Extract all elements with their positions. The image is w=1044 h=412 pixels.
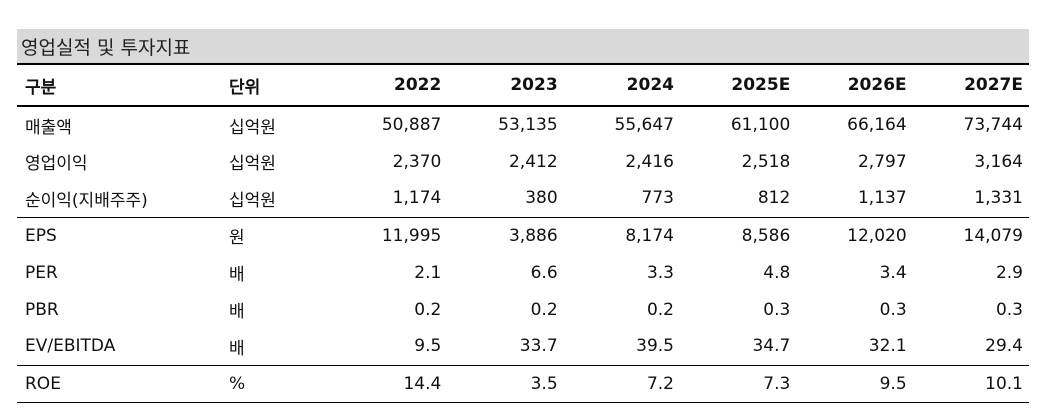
table-row: ROE % 14.4 3.5 7.2 7.3 9.5 10.1 xyxy=(17,365,1029,403)
table-cell: 10.1 xyxy=(912,365,1029,403)
table-row: EV/EBITDA 배 9.5 33.7 39.5 34.7 32.1 29.4 xyxy=(17,328,1029,366)
row-unit: 십억원 xyxy=(221,180,331,218)
column-header: 2022 xyxy=(331,63,448,107)
table-row: EPS 원 11,995 3,886 8,174 8,586 12,020 14… xyxy=(17,217,1029,254)
table-cell: 3.4 xyxy=(879,262,907,283)
table-cell: 2.9 xyxy=(995,262,1023,283)
row-label: PER xyxy=(25,262,58,283)
table-cell: 0.3 xyxy=(879,299,907,320)
table-cell: 380 xyxy=(447,180,564,218)
table-cell: 50,887 xyxy=(381,115,442,135)
table-cell: 0.2 xyxy=(530,299,558,320)
table-cell: 33.7 xyxy=(447,328,564,366)
column-header: 2026E xyxy=(796,63,913,107)
row-unit: 배 xyxy=(221,328,331,366)
header-row: 구분 단위 2022 2023 2024 2025E 2026E 2027E xyxy=(17,63,1029,107)
investment-indicators-panel: 영업실적 및 투자지표 구분 단위 2022 2023 2024 2025E 2… xyxy=(17,29,1029,403)
table-cell: 55,647 xyxy=(614,115,674,135)
table-row: 순이익(지배주주) 십억원 1,174 380 773 812 1,137 1,… xyxy=(17,180,1029,218)
column-header: 2027E xyxy=(912,63,1029,107)
table-cell: 29.4 xyxy=(912,328,1029,366)
table-cell: 61,100 xyxy=(730,115,791,135)
table-cell: 2,412 xyxy=(508,151,558,172)
table-cell: 7.3 xyxy=(679,365,797,403)
column-header: 2025E xyxy=(679,63,797,107)
row-unit: 원 xyxy=(229,228,245,249)
table-cell: 3.5 xyxy=(447,365,564,403)
table-cell: 1,174 xyxy=(331,180,448,218)
table-cell: 39.5 xyxy=(563,328,680,366)
table-cell: 34.7 xyxy=(679,328,797,366)
table-cell: 6.6 xyxy=(530,262,558,283)
table-cell: 3,164 xyxy=(974,151,1023,172)
table-row: 영업이익 십억원 2,370 2,412 2,416 2,518 2,797 3… xyxy=(17,143,1029,180)
table-cell: 4.8 xyxy=(763,262,791,283)
table-cell: 0.3 xyxy=(995,299,1023,320)
row-unit: 배 xyxy=(229,302,245,322)
table-row: PBR 배 0.2 0.2 0.2 0.3 0.3 0.3 xyxy=(17,291,1029,328)
row-label: ROE xyxy=(17,365,221,403)
table-cell: 9.5 xyxy=(796,365,913,403)
table-cell: 14,079 xyxy=(963,225,1023,246)
table-cell: 2,416 xyxy=(625,151,674,172)
row-label: EPS xyxy=(25,225,57,246)
table-cell: 7.2 xyxy=(563,365,680,403)
table-cell: 0.2 xyxy=(646,299,674,320)
table-title: 영업실적 및 투자지표 xyxy=(17,29,1029,63)
table-cell: 1,137 xyxy=(796,180,913,218)
row-label: 영업이익 xyxy=(25,154,88,174)
table-cell: 773 xyxy=(563,180,680,218)
table-cell: 0.3 xyxy=(763,299,791,320)
row-label: 순이익(지배주주) xyxy=(17,180,221,218)
table-row: PER 배 2.1 6.6 3.3 4.8 3.4 2.9 xyxy=(17,254,1029,291)
row-label: 매출액 xyxy=(25,117,72,138)
table-cell: 8,586 xyxy=(741,225,791,246)
table-cell: 9.5 xyxy=(331,328,448,366)
table-cell: 14.4 xyxy=(331,365,448,403)
table-cell: 2,518 xyxy=(741,151,791,172)
financial-table: 구분 단위 2022 2023 2024 2025E 2026E 2027E 매… xyxy=(17,63,1029,403)
row-unit: 배 xyxy=(229,265,245,285)
table-cell: 53,135 xyxy=(498,115,558,135)
table-cell: 8,174 xyxy=(625,225,674,246)
table-cell: 12,020 xyxy=(847,225,907,246)
column-header: 구분 xyxy=(17,63,221,107)
table-cell: 32.1 xyxy=(796,328,913,366)
table-cell: 0.2 xyxy=(414,299,442,320)
column-header: 2024 xyxy=(563,63,680,107)
table-cell: 73,744 xyxy=(963,115,1023,135)
row-unit: % xyxy=(221,365,331,403)
table-cell: 2,797 xyxy=(857,151,907,172)
table-row: 매출액 십억원 50,887 53,135 55,647 61,100 66,1… xyxy=(17,106,1029,143)
table-cell: 66,164 xyxy=(847,115,907,135)
table-cell: 1,331 xyxy=(912,180,1029,218)
row-unit: 십억원 xyxy=(229,117,276,138)
column-header: 2023 xyxy=(447,63,564,107)
table-cell: 3.3 xyxy=(646,262,674,283)
row-label: PBR xyxy=(25,299,59,320)
table-cell: 2.1 xyxy=(414,262,442,283)
table-cell: 2,370 xyxy=(392,151,442,172)
row-unit: 십억원 xyxy=(229,154,276,174)
row-label: EV/EBITDA xyxy=(17,328,221,366)
column-header: 단위 xyxy=(221,63,331,107)
table-cell: 812 xyxy=(679,180,797,218)
table-cell: 11,995 xyxy=(381,225,442,246)
table-cell: 3,886 xyxy=(508,225,558,246)
